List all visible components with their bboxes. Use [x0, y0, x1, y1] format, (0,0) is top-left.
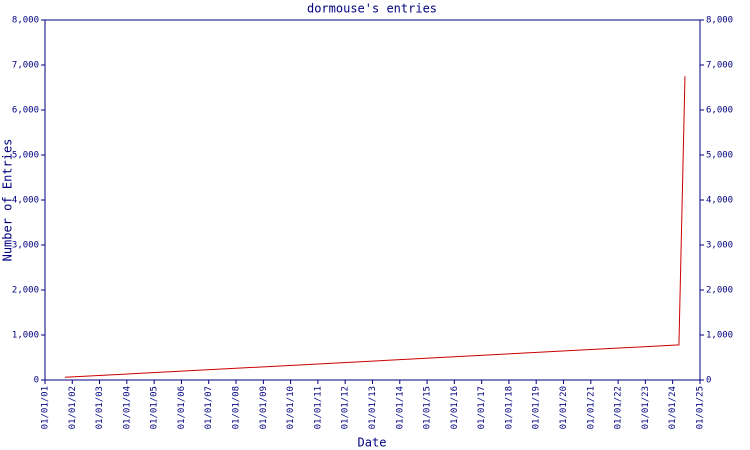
- x-tick-label: 01/01/03: [95, 386, 105, 429]
- x-tick-label: 01/01/24: [668, 386, 678, 429]
- x-tick-label: 01/01/19: [532, 386, 542, 429]
- x-tick-label: 01/01/06: [177, 386, 187, 429]
- x-tick-label: 01/01/08: [231, 386, 241, 429]
- y2-tick-label: 1,000: [706, 331, 733, 341]
- x-tick-label: 01/01/13: [368, 386, 378, 429]
- x-tick-label: 01/01/18: [504, 386, 514, 429]
- x-tick-label: 01/01/23: [641, 386, 651, 429]
- x-tick-label: 01/01/09: [259, 386, 269, 429]
- y-tick-label: 0: [34, 376, 39, 386]
- x-tick-label: 01/01/16: [450, 386, 460, 429]
- x-tick-label: 01/01/17: [477, 386, 487, 429]
- y-tick-label: 5,000: [12, 151, 39, 161]
- x-tick-label: 01/01/14: [395, 386, 405, 429]
- y-tick-label: 6,000: [12, 106, 39, 116]
- y-axis-label: Number of Entries: [1, 139, 15, 262]
- x-tick-label: 01/01/11: [313, 386, 323, 429]
- y-tick-label: 2,000: [12, 286, 39, 296]
- x-axis-label: Date: [358, 436, 387, 450]
- x-tick-label: 01/01/22: [614, 386, 624, 429]
- x-tick-label: 01/01/01: [41, 386, 51, 429]
- x-tick-label: 01/01/25: [696, 386, 706, 429]
- x-tick-label: 01/01/05: [150, 386, 160, 429]
- x-tick-label: 01/01/07: [204, 386, 214, 429]
- y-tick-label: 1,000: [12, 331, 39, 341]
- data-line: [64, 76, 686, 378]
- plot-frame: [44, 19, 701, 381]
- y2-tick-label: 4,000: [706, 196, 733, 206]
- x-tick-label: 01/01/15: [423, 386, 433, 429]
- x-tick-label: 01/01/12: [341, 386, 351, 429]
- x-tick-label: 01/01/21: [586, 386, 596, 429]
- chart-title: dormouse's entries: [307, 2, 437, 16]
- y-tick-label: 8,000: [12, 16, 39, 26]
- y2-tick-label: 0: [706, 376, 711, 386]
- x-tick-label: 01/01/02: [68, 386, 78, 429]
- y-tick-label: 3,000: [12, 241, 39, 251]
- x-tick-label: 01/01/20: [559, 386, 569, 429]
- x-tick-label: 01/01/04: [122, 386, 132, 429]
- y-tick-label: 7,000: [12, 61, 39, 71]
- y2-tick-label: 5,000: [706, 151, 733, 161]
- y2-tick-label: 3,000: [706, 241, 733, 251]
- y2-tick-label: 7,000: [706, 61, 733, 71]
- y2-tick-label: 6,000: [706, 106, 733, 116]
- y-tick-label: 4,000: [12, 196, 39, 206]
- y2-tick-label: 2,000: [706, 286, 733, 296]
- y2-tick-label: 8,000: [706, 16, 733, 26]
- x-tick-label: 01/01/10: [286, 386, 296, 429]
